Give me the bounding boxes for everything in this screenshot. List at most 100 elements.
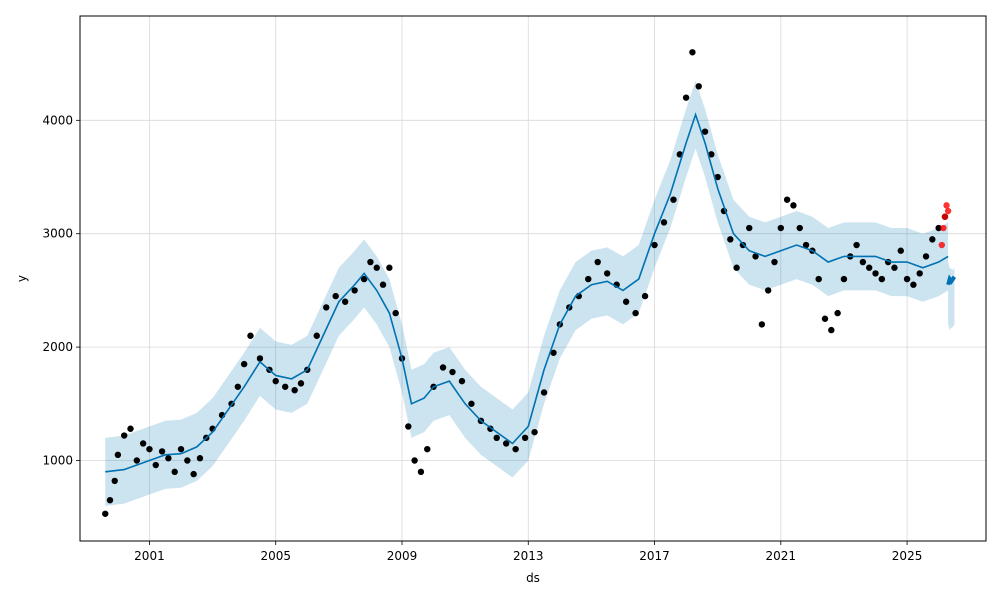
observed-point [929, 236, 936, 243]
observed-point [603, 270, 611, 277]
observed-point [146, 445, 153, 453]
x-tick-label: 2021 [766, 549, 797, 563]
interval-band [105, 80, 949, 506]
x-tick-label: 2009 [387, 549, 418, 563]
observed-point [632, 309, 639, 317]
observed-point [512, 445, 519, 453]
observed-point [758, 321, 766, 328]
observed-point [670, 196, 677, 203]
observed-point [651, 241, 658, 249]
observed-point [815, 275, 822, 283]
recent-observed-point [943, 202, 950, 209]
recent-observed-point [938, 241, 946, 249]
observed-point [689, 49, 696, 56]
observed-point [439, 364, 447, 371]
observed-point [746, 224, 753, 232]
observed-point [297, 380, 305, 387]
observed-point [714, 173, 721, 181]
observed-point [493, 434, 500, 442]
grid [80, 16, 986, 541]
x-tick-label: 2013 [513, 549, 544, 563]
recent-observed-point [941, 213, 949, 220]
future-forecast-line [946, 274, 957, 286]
observed-point [341, 298, 349, 305]
observed-point [256, 355, 264, 362]
observed-point [790, 202, 797, 209]
observed-point [458, 377, 466, 385]
plot-frame [79, 15, 987, 542]
y-tick-label: 3000 [42, 227, 73, 241]
observed-point [234, 383, 242, 390]
observed-point [386, 264, 393, 271]
observed-point [184, 457, 191, 464]
x-axis-label: ds [526, 571, 540, 585]
observed-point [935, 224, 942, 232]
observed-point [379, 281, 387, 288]
x-tick-label: 2017 [639, 549, 670, 563]
observed-point [834, 309, 841, 317]
observed-point [158, 448, 166, 455]
observed-point [585, 275, 592, 283]
observed-point [411, 457, 418, 464]
observed-point [641, 292, 649, 300]
y-tick-label: 1000 [42, 453, 73, 467]
observed-point [367, 258, 374, 266]
observed-point [796, 224, 803, 232]
y-axis-ticks: 1000 2000 3000 4000 [42, 113, 80, 467]
observed-points [102, 49, 952, 517]
observed-point [752, 253, 759, 260]
observed-point [733, 264, 740, 271]
observed-point [531, 428, 538, 436]
observed-point [891, 264, 898, 271]
observed-point [351, 287, 358, 294]
observed-point [247, 332, 254, 339]
observed-point [695, 83, 702, 90]
observed-point [903, 275, 911, 283]
observed-point [114, 451, 122, 459]
observed-point [196, 455, 204, 462]
x-tick-label: 2005 [260, 549, 291, 563]
observed-point [594, 258, 601, 266]
observed-point [521, 434, 529, 442]
observed-point [417, 468, 425, 476]
observed-point [764, 287, 772, 294]
observed-point [708, 151, 715, 158]
observed-point [540, 389, 548, 396]
observed-point [360, 275, 368, 283]
observed-point [120, 432, 128, 439]
forecast-series-line [105, 112, 949, 473]
observed-point [165, 455, 172, 462]
observed-point [240, 360, 248, 368]
observed-point [392, 309, 399, 317]
observed-point [910, 281, 917, 288]
observed-point [373, 264, 380, 271]
observed-point [660, 219, 668, 226]
observed-point [550, 349, 557, 356]
observed-point [313, 332, 320, 339]
observed-point [777, 224, 785, 232]
observed-point [682, 94, 690, 101]
observed-point [405, 423, 412, 430]
observed-point [152, 461, 159, 469]
observed-point [502, 440, 510, 447]
observed-point [853, 241, 860, 249]
x-axis-ticks: 2001 2005 2009 2013 2017 2021 2025 [134, 541, 922, 563]
observed-point [102, 510, 109, 517]
observed-point [872, 270, 879, 277]
observed-point [106, 496, 114, 504]
observed-point [802, 241, 810, 249]
observed-point [323, 304, 330, 311]
observed-point [139, 440, 147, 447]
observed-point [111, 477, 118, 485]
uncertainty-interval [105, 80, 955, 506]
observed-point [332, 292, 339, 300]
recent-observed-point [944, 207, 952, 215]
observed-point [916, 270, 923, 277]
observed-point [878, 275, 886, 283]
observed-point [897, 247, 904, 254]
observed-point [859, 258, 867, 266]
observed-point [291, 386, 298, 394]
observed-point [727, 236, 734, 243]
observed-point [828, 326, 835, 334]
